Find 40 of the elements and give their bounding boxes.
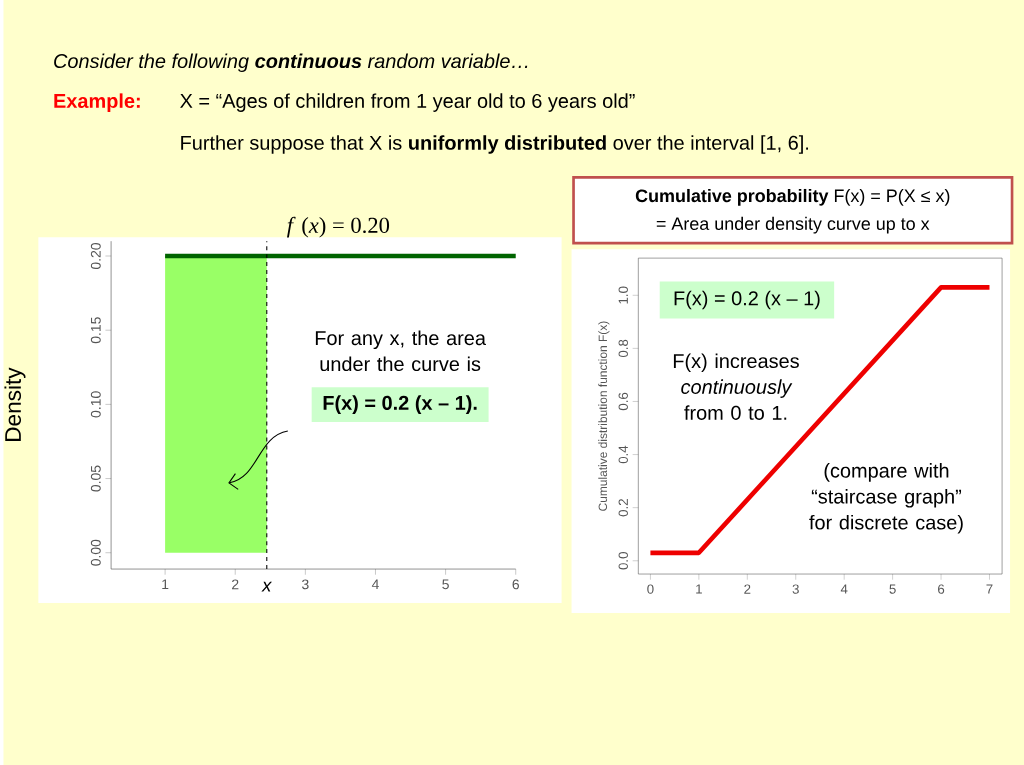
annotation: F(x) = 0.2 (x – 1). [323,395,477,414]
x-tick-label: 1 [162,579,169,589]
text: Example: [54,93,140,112]
x-tick-label: 5 [889,584,896,594]
x-tick-label: 6 [512,579,519,590]
y-tick-label: 0.15 [90,317,101,344]
x-tick-label: 5 [442,579,449,589]
x-tick-label: 1 [696,584,702,594]
x-tick-label: 3 [302,579,309,590]
chart-subtitle: = Area under density curve up to x [656,216,930,234]
x-tick-label: 4 [371,579,379,589]
y-tick-label: 0.2 [618,498,628,517]
x-tick-label: 2 [744,584,751,594]
y-tick-label: 0.8 [618,339,628,357]
x-tick-label: 7 [986,584,993,594]
y-tick-label: 0.00 [90,539,101,566]
annotation: For any x, the area under the curve is [315,330,486,371]
x-tick-label: 3 [792,584,799,594]
y-tick-label: 0.20 [90,242,101,269]
y-tick-label: 0.6 [618,392,628,411]
text: Consider the following continuous random variable… [54,53,528,72]
y-tick-label: 1.0 [618,286,628,304]
y-tick-label: 0.4 [618,445,628,464]
y-axis-title: Density [4,367,26,441]
annotation: F(x) increases continuously from 0 to 1. [673,353,799,420]
x-tick-label: 6 [938,584,945,594]
y-tick-label: 0.05 [90,465,101,492]
chart-title: Cumulative probability F(x) = P(X ≤ x) [635,188,950,206]
x-tick-label: 4 [840,584,848,594]
annotation: (compare with “staircase graph” for discrete case) [809,462,963,534]
text: X = “Ages of children from 1 year old to 6 years old” [180,93,635,112]
x-tick-label: 2 [232,579,239,589]
y-tick-label: 0.0 [618,551,628,570]
chart-title: f (x) = 0.20 [287,216,390,238]
y-axis-title: Cumulative distribution function F(x) [598,321,610,511]
ref-line-label: x [261,581,272,592]
annotation: F(x) = 0.2 (x – 1) [674,290,820,310]
x-tick-label: 0 [647,584,654,594]
text: Further suppose that X is uniformly distributed over the interval [1, 6]. [181,135,809,154]
y-tick-label: 0.10 [90,391,101,418]
